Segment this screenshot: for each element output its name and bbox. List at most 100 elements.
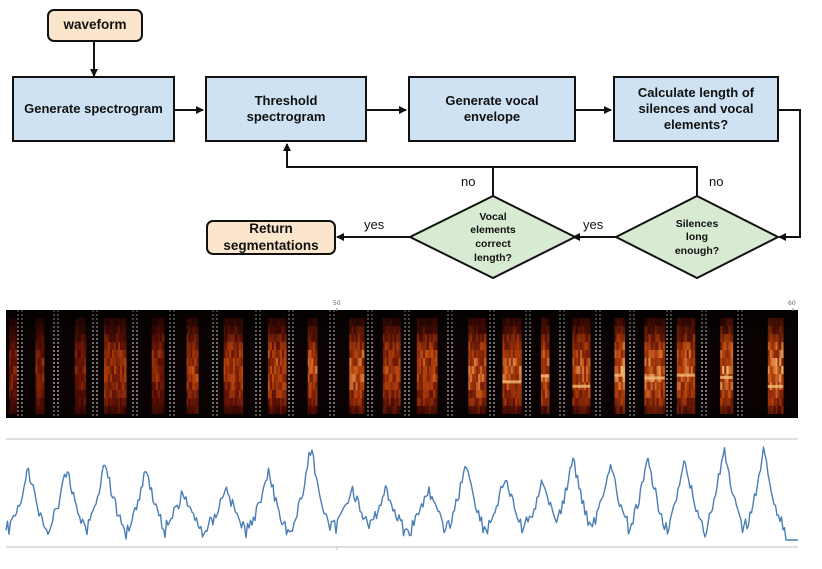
spectrogram-cell [422, 398, 426, 406]
spectrogram-cell [14, 334, 18, 342]
spectrogram-cell [394, 398, 397, 406]
spectrogram-cell [519, 334, 522, 342]
spectrogram-cell [576, 350, 579, 358]
spectrogram-cell [418, 318, 422, 326]
spectrogram-cell [775, 334, 778, 342]
spectrogram-cell [233, 382, 236, 390]
spectrogram-cell [83, 390, 87, 398]
spectrogram-cell [517, 398, 520, 406]
spectrogram-cell [720, 326, 723, 334]
spectrogram-cell [418, 398, 422, 406]
spectrogram-cell [112, 390, 115, 398]
spectrogram-cell [124, 374, 127, 382]
spectrogram-cell [151, 366, 155, 374]
spectrogram-cell [775, 350, 778, 358]
spectrogram-cell [155, 406, 159, 414]
spectrogram-cell [280, 390, 283, 398]
spectrogram-cell [540, 318, 544, 326]
spectrogram-cell [420, 318, 424, 326]
spectrogram-cell [775, 366, 778, 374]
spectrogram-cell [41, 390, 45, 398]
spectrogram-cell [231, 366, 234, 374]
spectrogram-cell [650, 398, 653, 406]
spectrogram-cell [74, 366, 78, 374]
spectrogram-cell [124, 382, 127, 390]
spectrogram-cell [690, 358, 694, 366]
spectrogram-cell [11, 374, 14, 382]
spectrogram-cell [484, 342, 487, 350]
spectrogram-cell [572, 350, 575, 358]
spectrogram-cell [390, 326, 393, 334]
spectrogram-cell [614, 326, 617, 334]
spectrogram-cell [644, 358, 647, 366]
spectrogram-cell [506, 334, 510, 342]
spectrogram-cell [728, 390, 732, 398]
spectrogram-cell [278, 318, 281, 326]
spectrogram-cell [658, 358, 662, 366]
spectrogram-cell [582, 382, 585, 390]
spectrogram-cell [39, 406, 43, 414]
spectrogram-cell [278, 406, 281, 414]
spectrogram-cell [435, 342, 438, 350]
spectrogram-cell [769, 406, 773, 414]
spectrogram-cell [517, 342, 520, 350]
spectrogram-cell [540, 358, 544, 366]
spectrogram-cell [474, 318, 477, 326]
spectrogram-cell [582, 366, 585, 374]
spectrogram-cell [104, 374, 107, 382]
spectrogram-cell [39, 374, 43, 382]
spectrogram-cell [384, 406, 388, 414]
spectrogram-cell [422, 326, 426, 334]
spectrogram-cell [11, 366, 14, 374]
spectrogram-cell [349, 358, 352, 366]
spectrogram-cell [233, 398, 236, 406]
spectrogram-cell [515, 358, 518, 366]
vocal-elements-label: Vocal elements correct length? [470, 210, 516, 264]
spectrogram-cell [225, 366, 228, 374]
spectrogram-cell [690, 398, 694, 406]
spectrogram-cell [502, 406, 505, 414]
spectrogram-cell [396, 350, 399, 358]
spectrogram-cell [644, 390, 647, 398]
spectrogram-cell [429, 374, 432, 382]
spectrogram-cell [547, 366, 550, 374]
spectrogram-cell [618, 342, 621, 350]
spectrogram-cell [382, 334, 386, 342]
spectrogram-cell [686, 390, 690, 398]
spectrogram-cell [684, 342, 688, 350]
spectrogram-cell [116, 406, 119, 414]
spectrogram-cell [726, 406, 729, 414]
spectrogram-cell [122, 366, 125, 374]
spectrogram-cell [110, 406, 113, 414]
spectrogram-cell [194, 406, 197, 414]
spectrogram-cell [236, 334, 240, 342]
spectrogram-cell [767, 398, 771, 406]
spectrogram-cell [542, 334, 546, 342]
spectrogram-cell [654, 350, 658, 358]
spectrogram-cell [357, 326, 361, 334]
spectrogram-cell [192, 358, 195, 366]
spectrogram-cell [656, 390, 660, 398]
spectrogram-cell [510, 366, 514, 374]
spectrogram-cell [470, 334, 473, 342]
spectrogram-cell [83, 406, 87, 414]
spectrogram-cell [688, 318, 692, 326]
spectrogram-cell [418, 358, 422, 366]
spectrogram-cell [416, 358, 420, 366]
spectrogram-cell [547, 326, 550, 334]
spectrogram-cell [349, 318, 352, 326]
spectrogram-cell [284, 382, 287, 390]
spectrogram-cell [431, 350, 434, 358]
spectrogram-cell [767, 374, 771, 382]
spectrogram-cell [618, 358, 621, 366]
spectrogram-cell [722, 318, 725, 326]
spectrogram-cell [506, 406, 510, 414]
spectrogram-cell [648, 350, 651, 358]
spectrogram-cell [225, 334, 228, 342]
spectrogram-cell [519, 382, 522, 390]
spectrogram-cell [313, 334, 316, 342]
spectrogram-cell [161, 390, 165, 398]
spectrogram-cell [284, 350, 287, 358]
spectrogram-cell [39, 334, 43, 342]
spectrogram-cell [431, 326, 434, 334]
